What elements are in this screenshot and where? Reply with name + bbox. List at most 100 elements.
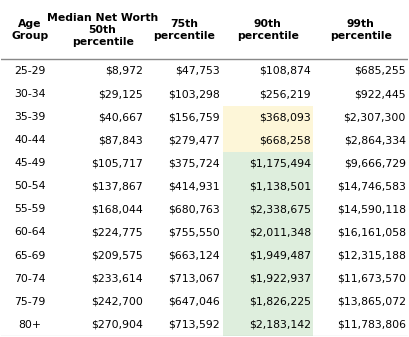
Bar bbox=[60, 175, 146, 198]
Bar bbox=[222, 105, 313, 129]
Bar bbox=[222, 244, 313, 267]
Text: $12,315,188: $12,315,188 bbox=[337, 250, 406, 261]
Text: $368,093: $368,093 bbox=[259, 112, 311, 122]
Text: $270,904: $270,904 bbox=[91, 320, 143, 330]
Bar bbox=[313, 313, 408, 336]
Text: $279,477: $279,477 bbox=[169, 135, 220, 145]
Text: Age
Group: Age Group bbox=[11, 19, 49, 41]
Text: 70-74: 70-74 bbox=[14, 274, 46, 284]
Bar bbox=[1, 152, 60, 175]
Bar bbox=[146, 152, 222, 175]
Bar bbox=[1, 290, 60, 313]
Bar bbox=[313, 221, 408, 244]
Bar bbox=[1, 59, 60, 83]
Text: $9,666,729: $9,666,729 bbox=[344, 158, 406, 168]
Text: $1,175,494: $1,175,494 bbox=[249, 158, 311, 168]
Text: $2,338,675: $2,338,675 bbox=[249, 205, 311, 214]
Text: $47,753: $47,753 bbox=[175, 66, 220, 76]
Text: $2,011,348: $2,011,348 bbox=[249, 227, 311, 238]
Bar bbox=[1, 221, 60, 244]
Text: $242,700: $242,700 bbox=[91, 297, 143, 307]
Text: $105,717: $105,717 bbox=[92, 158, 143, 168]
Bar bbox=[1, 244, 60, 267]
Bar bbox=[146, 1, 222, 59]
Text: 65-69: 65-69 bbox=[14, 250, 46, 261]
Text: $668,258: $668,258 bbox=[259, 135, 311, 145]
Bar bbox=[313, 83, 408, 105]
Bar bbox=[313, 244, 408, 267]
Text: $1,922,937: $1,922,937 bbox=[249, 274, 311, 284]
Bar bbox=[146, 129, 222, 152]
Bar bbox=[60, 198, 146, 221]
Text: $713,592: $713,592 bbox=[169, 320, 220, 330]
Bar bbox=[60, 59, 146, 83]
Text: $40,667: $40,667 bbox=[98, 112, 143, 122]
Text: 75th
percentile: 75th percentile bbox=[153, 19, 215, 41]
Text: $375,724: $375,724 bbox=[169, 158, 220, 168]
Bar bbox=[222, 59, 313, 83]
Text: $168,044: $168,044 bbox=[92, 205, 143, 214]
Text: $13,865,072: $13,865,072 bbox=[337, 297, 406, 307]
Text: $256,219: $256,219 bbox=[259, 89, 311, 99]
Bar bbox=[222, 152, 313, 175]
Bar bbox=[222, 313, 313, 336]
Text: $2,183,142: $2,183,142 bbox=[249, 320, 311, 330]
Text: $14,746,583: $14,746,583 bbox=[337, 181, 406, 191]
Text: 45-49: 45-49 bbox=[14, 158, 46, 168]
Bar bbox=[313, 175, 408, 198]
Text: $2,864,334: $2,864,334 bbox=[344, 135, 406, 145]
Text: $224,775: $224,775 bbox=[92, 227, 143, 238]
Bar bbox=[222, 83, 313, 105]
Text: $414,931: $414,931 bbox=[169, 181, 220, 191]
Bar bbox=[222, 129, 313, 152]
Text: Median Net Worth
50th
percentile: Median Net Worth 50th percentile bbox=[47, 13, 158, 48]
Bar bbox=[313, 152, 408, 175]
Text: $156,759: $156,759 bbox=[169, 112, 220, 122]
Bar bbox=[146, 221, 222, 244]
Text: $755,550: $755,550 bbox=[169, 227, 220, 238]
Text: $103,298: $103,298 bbox=[169, 89, 220, 99]
Text: $87,843: $87,843 bbox=[99, 135, 143, 145]
Text: 90th
percentile: 90th percentile bbox=[237, 19, 299, 41]
Bar bbox=[1, 83, 60, 105]
Bar bbox=[1, 105, 60, 129]
Bar bbox=[60, 105, 146, 129]
Bar bbox=[1, 198, 60, 221]
Bar bbox=[60, 129, 146, 152]
Text: $11,783,806: $11,783,806 bbox=[337, 320, 406, 330]
Bar bbox=[313, 59, 408, 83]
Text: $137,867: $137,867 bbox=[92, 181, 143, 191]
Bar bbox=[1, 267, 60, 290]
Bar bbox=[60, 313, 146, 336]
Bar bbox=[60, 152, 146, 175]
Bar bbox=[222, 175, 313, 198]
Bar bbox=[222, 290, 313, 313]
Bar bbox=[60, 267, 146, 290]
Text: $680,763: $680,763 bbox=[169, 205, 220, 214]
Bar bbox=[313, 267, 408, 290]
Bar bbox=[146, 313, 222, 336]
Text: $1,138,501: $1,138,501 bbox=[249, 181, 311, 191]
Bar bbox=[146, 267, 222, 290]
Text: 40-44: 40-44 bbox=[14, 135, 46, 145]
Bar bbox=[146, 175, 222, 198]
Bar bbox=[222, 267, 313, 290]
Text: $2,307,300: $2,307,300 bbox=[344, 112, 406, 122]
Bar bbox=[146, 290, 222, 313]
Bar bbox=[146, 244, 222, 267]
Bar bbox=[1, 313, 60, 336]
Text: $233,614: $233,614 bbox=[92, 274, 143, 284]
Text: $685,255: $685,255 bbox=[354, 66, 406, 76]
Text: $16,161,058: $16,161,058 bbox=[337, 227, 406, 238]
Bar bbox=[313, 198, 408, 221]
Bar bbox=[313, 105, 408, 129]
Text: $922,445: $922,445 bbox=[354, 89, 406, 99]
Text: $29,125: $29,125 bbox=[99, 89, 143, 99]
Text: $209,575: $209,575 bbox=[92, 250, 143, 261]
Bar bbox=[222, 198, 313, 221]
Bar bbox=[60, 244, 146, 267]
Text: 75-79: 75-79 bbox=[14, 297, 46, 307]
Bar bbox=[313, 1, 408, 59]
Bar bbox=[222, 221, 313, 244]
Text: 55-59: 55-59 bbox=[14, 205, 46, 214]
